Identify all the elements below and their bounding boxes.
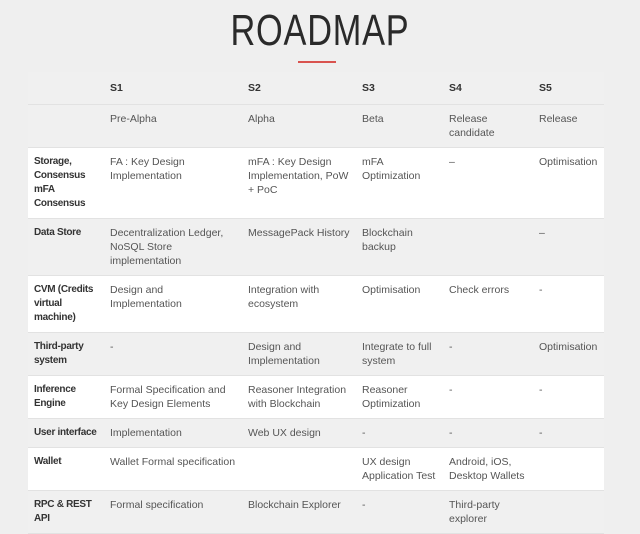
table-cell: Integration with ecosystem: [248, 284, 320, 310]
table-cell: -: [110, 341, 114, 353]
header-row: S1 S2 S3 S4 S5: [28, 72, 604, 105]
table-cell: mFA Optimization: [362, 156, 421, 182]
table-cell: UX design Application Test: [362, 456, 436, 482]
table-cell: -: [449, 341, 453, 353]
table-row: Storage, Consensus mFA Consensus FA : Key…: [28, 147, 604, 219]
table-cell: FA : Key Design Implementation: [110, 156, 185, 182]
row-label: Data Store: [34, 227, 82, 238]
table-row: Wallet Wallet Formal specification UX desi…: [28, 447, 604, 491]
table-cell: Android, iOS, Desktop Wallets: [449, 456, 525, 482]
table-cell: -: [449, 384, 453, 396]
table-cell: Third-party explorer: [449, 499, 500, 525]
row-label: Inference Engine: [34, 384, 76, 409]
table-cell: Blockchain backup: [362, 227, 413, 253]
title-underline: [298, 61, 336, 63]
table-cell: Formal specification: [110, 499, 204, 511]
table-cell: Implementation: [110, 427, 182, 439]
row-label: User interface: [34, 427, 97, 438]
table-cell: [242, 448, 356, 491]
table-cell: Optimisation: [539, 341, 598, 353]
stage-cell: Alpha: [248, 113, 275, 125]
table-cell: Blockchain Explorer: [248, 499, 341, 511]
table-cell: Check errors: [449, 284, 510, 296]
column-header: S4: [449, 82, 462, 94]
table-cell: -: [539, 284, 543, 296]
column-header: S2: [248, 82, 261, 94]
table-cell: Formal Specification and Key Design Elem…: [110, 384, 226, 410]
stage-cell: Release: [539, 113, 578, 125]
table-row: User interface Implementation Web UX desig…: [28, 418, 604, 448]
stage-cell: [28, 105, 104, 148]
row-label: Wallet: [34, 456, 62, 467]
column-header: S5: [539, 82, 552, 94]
page-title: ROADMAP: [230, 6, 410, 55]
table-row: CVM (Credits virtual machine) Design and …: [28, 275, 604, 333]
table-cell: Wallet Formal specification: [110, 456, 236, 468]
table-cell: Design and Implementation: [110, 284, 182, 310]
table-cell: -: [539, 427, 543, 439]
table-cell: [443, 219, 533, 276]
table-row: Third-party system - Design and Implementa…: [28, 332, 604, 376]
table-cell: -: [449, 427, 453, 439]
table-cell: –: [539, 227, 545, 239]
column-header: S1: [110, 82, 123, 94]
stage-cell: Beta: [362, 113, 384, 125]
table-cell: Optimisation: [362, 284, 421, 296]
stage-cell: Pre-Alpha: [110, 113, 157, 125]
column-header: S3: [362, 82, 375, 94]
table-cell: -: [539, 384, 543, 396]
row-label: CVM (Credits virtual machine): [34, 284, 94, 323]
table-cell: [533, 491, 604, 534]
stage-cell: Release candidate: [449, 113, 495, 139]
table-cell: Optimisation: [539, 156, 598, 168]
table-cell: -: [362, 499, 366, 511]
table-cell: -: [362, 427, 366, 439]
table-cell: Integrate to full system: [362, 341, 432, 367]
roadmap-table: S1 S2 S3 S4 S5 Pre-Alpha Alpha Beta Release can…: [28, 72, 604, 534]
table-row: Data Store Decentralization Ledger, NoSQL…: [28, 218, 604, 276]
table-cell: MessagePack History: [248, 227, 350, 239]
table-cell: –: [449, 156, 455, 168]
table-cell: Design and Implementation: [248, 341, 320, 367]
row-label: RPC & REST API: [34, 499, 92, 524]
row-label: Third-party system: [34, 341, 84, 366]
table-cell: mFA : Key Design Implementation, PoW + P…: [248, 156, 349, 196]
table-cell: Decentralization Ledger, NoSQL Store imp…: [110, 227, 224, 267]
table-cell: Reasoner Optimization: [362, 384, 421, 410]
table-cell: Web UX design: [248, 427, 321, 439]
table-row: Inference Engine Formal Specification and…: [28, 375, 604, 419]
row-label: Storage, Consensus mFA Consensus: [34, 156, 86, 209]
table-cell: Reasoner Integration with Blockchain: [248, 384, 347, 410]
table-cell: [533, 448, 604, 491]
stage-row: Pre-Alpha Alpha Beta Release candidate Relea…: [28, 104, 604, 148]
column-header: [28, 72, 104, 105]
table-row: RPC & REST API Formal specification Blockc…: [28, 490, 604, 534]
